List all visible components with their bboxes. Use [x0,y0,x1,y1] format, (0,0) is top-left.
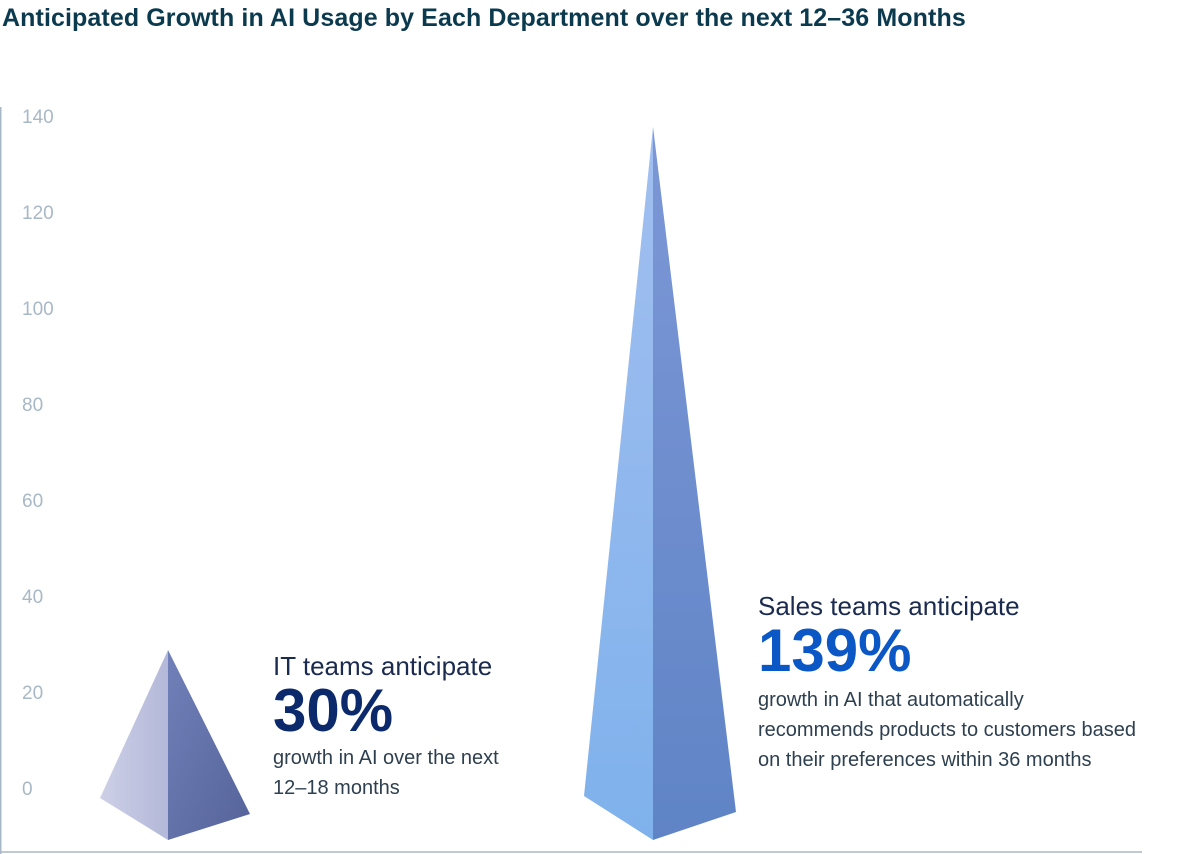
annotation-sales-value: 139% [758,617,912,684]
y-tick-label: 20 [22,683,43,704]
y-tick-label: 120 [22,203,54,224]
y-tick-label: 140 [22,107,54,128]
y-tick-label: 0 [22,779,33,800]
chart-title: Anticipated Growth in AI Usage by Each D… [2,4,966,32]
y-tick-label: 40 [22,587,43,608]
annotation-sales-description: growth in AI that automatically recommen… [758,689,1136,771]
bar-left-face [100,650,168,840]
y-tick-label: 60 [22,491,43,512]
y-tick-label: 80 [22,395,43,416]
y-tick-label: 100 [22,299,54,320]
annotation-sales: Sales teams anticipate 139% growth in AI… [758,591,1138,775]
annotation-it: IT teams anticipate 30% growth in AI ove… [273,651,533,803]
annotation-it-lead: IT teams anticipate [273,651,493,681]
annotation-it-value: 30% [273,677,394,744]
y-axis-ticks: 0 20 40 60 80 100 120 140 [22,107,54,800]
bar-left-face [584,126,653,841]
bar-it-teams [100,650,250,840]
bar-right-face [168,650,250,840]
bar-sales-teams [584,126,736,841]
annotation-sales-lead: Sales teams anticipate [758,591,1020,621]
chart-marks [100,126,736,841]
bar-right-face [653,126,736,841]
annotation-it-description: growth in AI over the next 12–18 months [273,747,499,799]
